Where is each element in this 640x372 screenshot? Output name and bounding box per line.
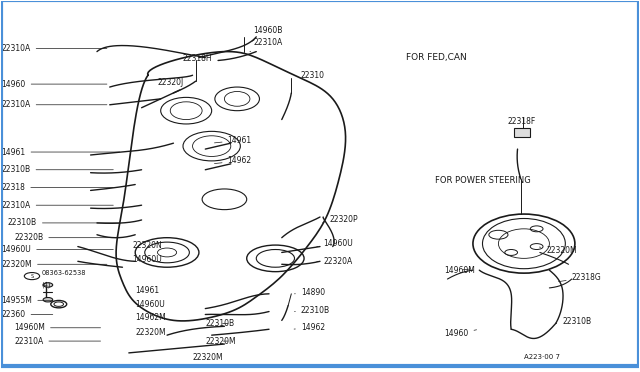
Text: 14960M: 14960M	[14, 323, 100, 332]
Text: 22318H: 22318H	[183, 54, 212, 64]
Text: 14961: 14961	[214, 136, 252, 145]
Text: 14960: 14960	[1, 80, 107, 89]
Text: 14960U: 14960U	[132, 255, 162, 264]
Text: 14890: 14890	[294, 288, 325, 297]
Text: 22360: 22360	[1, 310, 52, 319]
Text: 22310A: 22310A	[250, 38, 282, 52]
Text: 14960U: 14960U	[317, 239, 353, 248]
Text: A223·00 7: A223·00 7	[524, 354, 560, 360]
Text: 14962M: 14962M	[135, 313, 166, 322]
Text: 22320M: 22320M	[135, 328, 166, 337]
Text: 22310B: 22310B	[8, 218, 120, 227]
Text: 22310B: 22310B	[294, 305, 330, 315]
Text: 22310A: 22310A	[1, 44, 107, 53]
Text: 14960U: 14960U	[135, 300, 165, 309]
Text: FOR POWER STEERING: FOR POWER STEERING	[435, 176, 531, 185]
Text: 22320M: 22320M	[1, 260, 107, 269]
Text: 22318: 22318	[1, 183, 113, 192]
Text: FOR FED,CAN: FOR FED,CAN	[406, 53, 467, 62]
Text: 22320J: 22320J	[157, 78, 184, 87]
Text: 22320P: 22320P	[323, 215, 358, 224]
Text: 14961: 14961	[1, 148, 120, 157]
Text: 22310A: 22310A	[14, 337, 100, 346]
Ellipse shape	[43, 298, 52, 302]
Text: 14962: 14962	[214, 156, 252, 166]
Text: 14955M: 14955M	[1, 296, 52, 305]
Text: 22310: 22310	[301, 71, 325, 80]
Text: 22320M: 22320M	[540, 247, 577, 256]
Text: 22310B: 22310B	[205, 319, 234, 328]
Text: 22318G: 22318G	[559, 273, 602, 282]
Text: 14960: 14960	[444, 329, 477, 338]
Text: 14960B: 14960B	[252, 26, 282, 41]
Text: 22310A: 22310A	[1, 100, 107, 109]
Text: 14962: 14962	[294, 323, 325, 332]
Text: 22310B: 22310B	[1, 165, 113, 174]
Ellipse shape	[43, 283, 52, 287]
Text: 22320M: 22320M	[205, 337, 236, 346]
Text: 22318F: 22318F	[508, 116, 536, 125]
Text: 08363-62538: 08363-62538	[42, 270, 86, 276]
Text: S: S	[31, 273, 33, 279]
Text: 22320B: 22320B	[14, 233, 120, 242]
Text: (4): (4)	[42, 282, 51, 288]
Text: 14960M: 14960M	[444, 266, 475, 275]
Text: 14960U: 14960U	[1, 245, 113, 254]
Text: 22320N: 22320N	[132, 241, 162, 250]
Text: 14961: 14961	[135, 286, 159, 295]
Text: 22310B: 22310B	[556, 317, 591, 326]
Text: 22320M: 22320M	[193, 353, 223, 362]
Text: 22310A: 22310A	[1, 201, 113, 210]
Text: 22320A: 22320A	[317, 257, 353, 266]
Bar	[515, 128, 531, 137]
